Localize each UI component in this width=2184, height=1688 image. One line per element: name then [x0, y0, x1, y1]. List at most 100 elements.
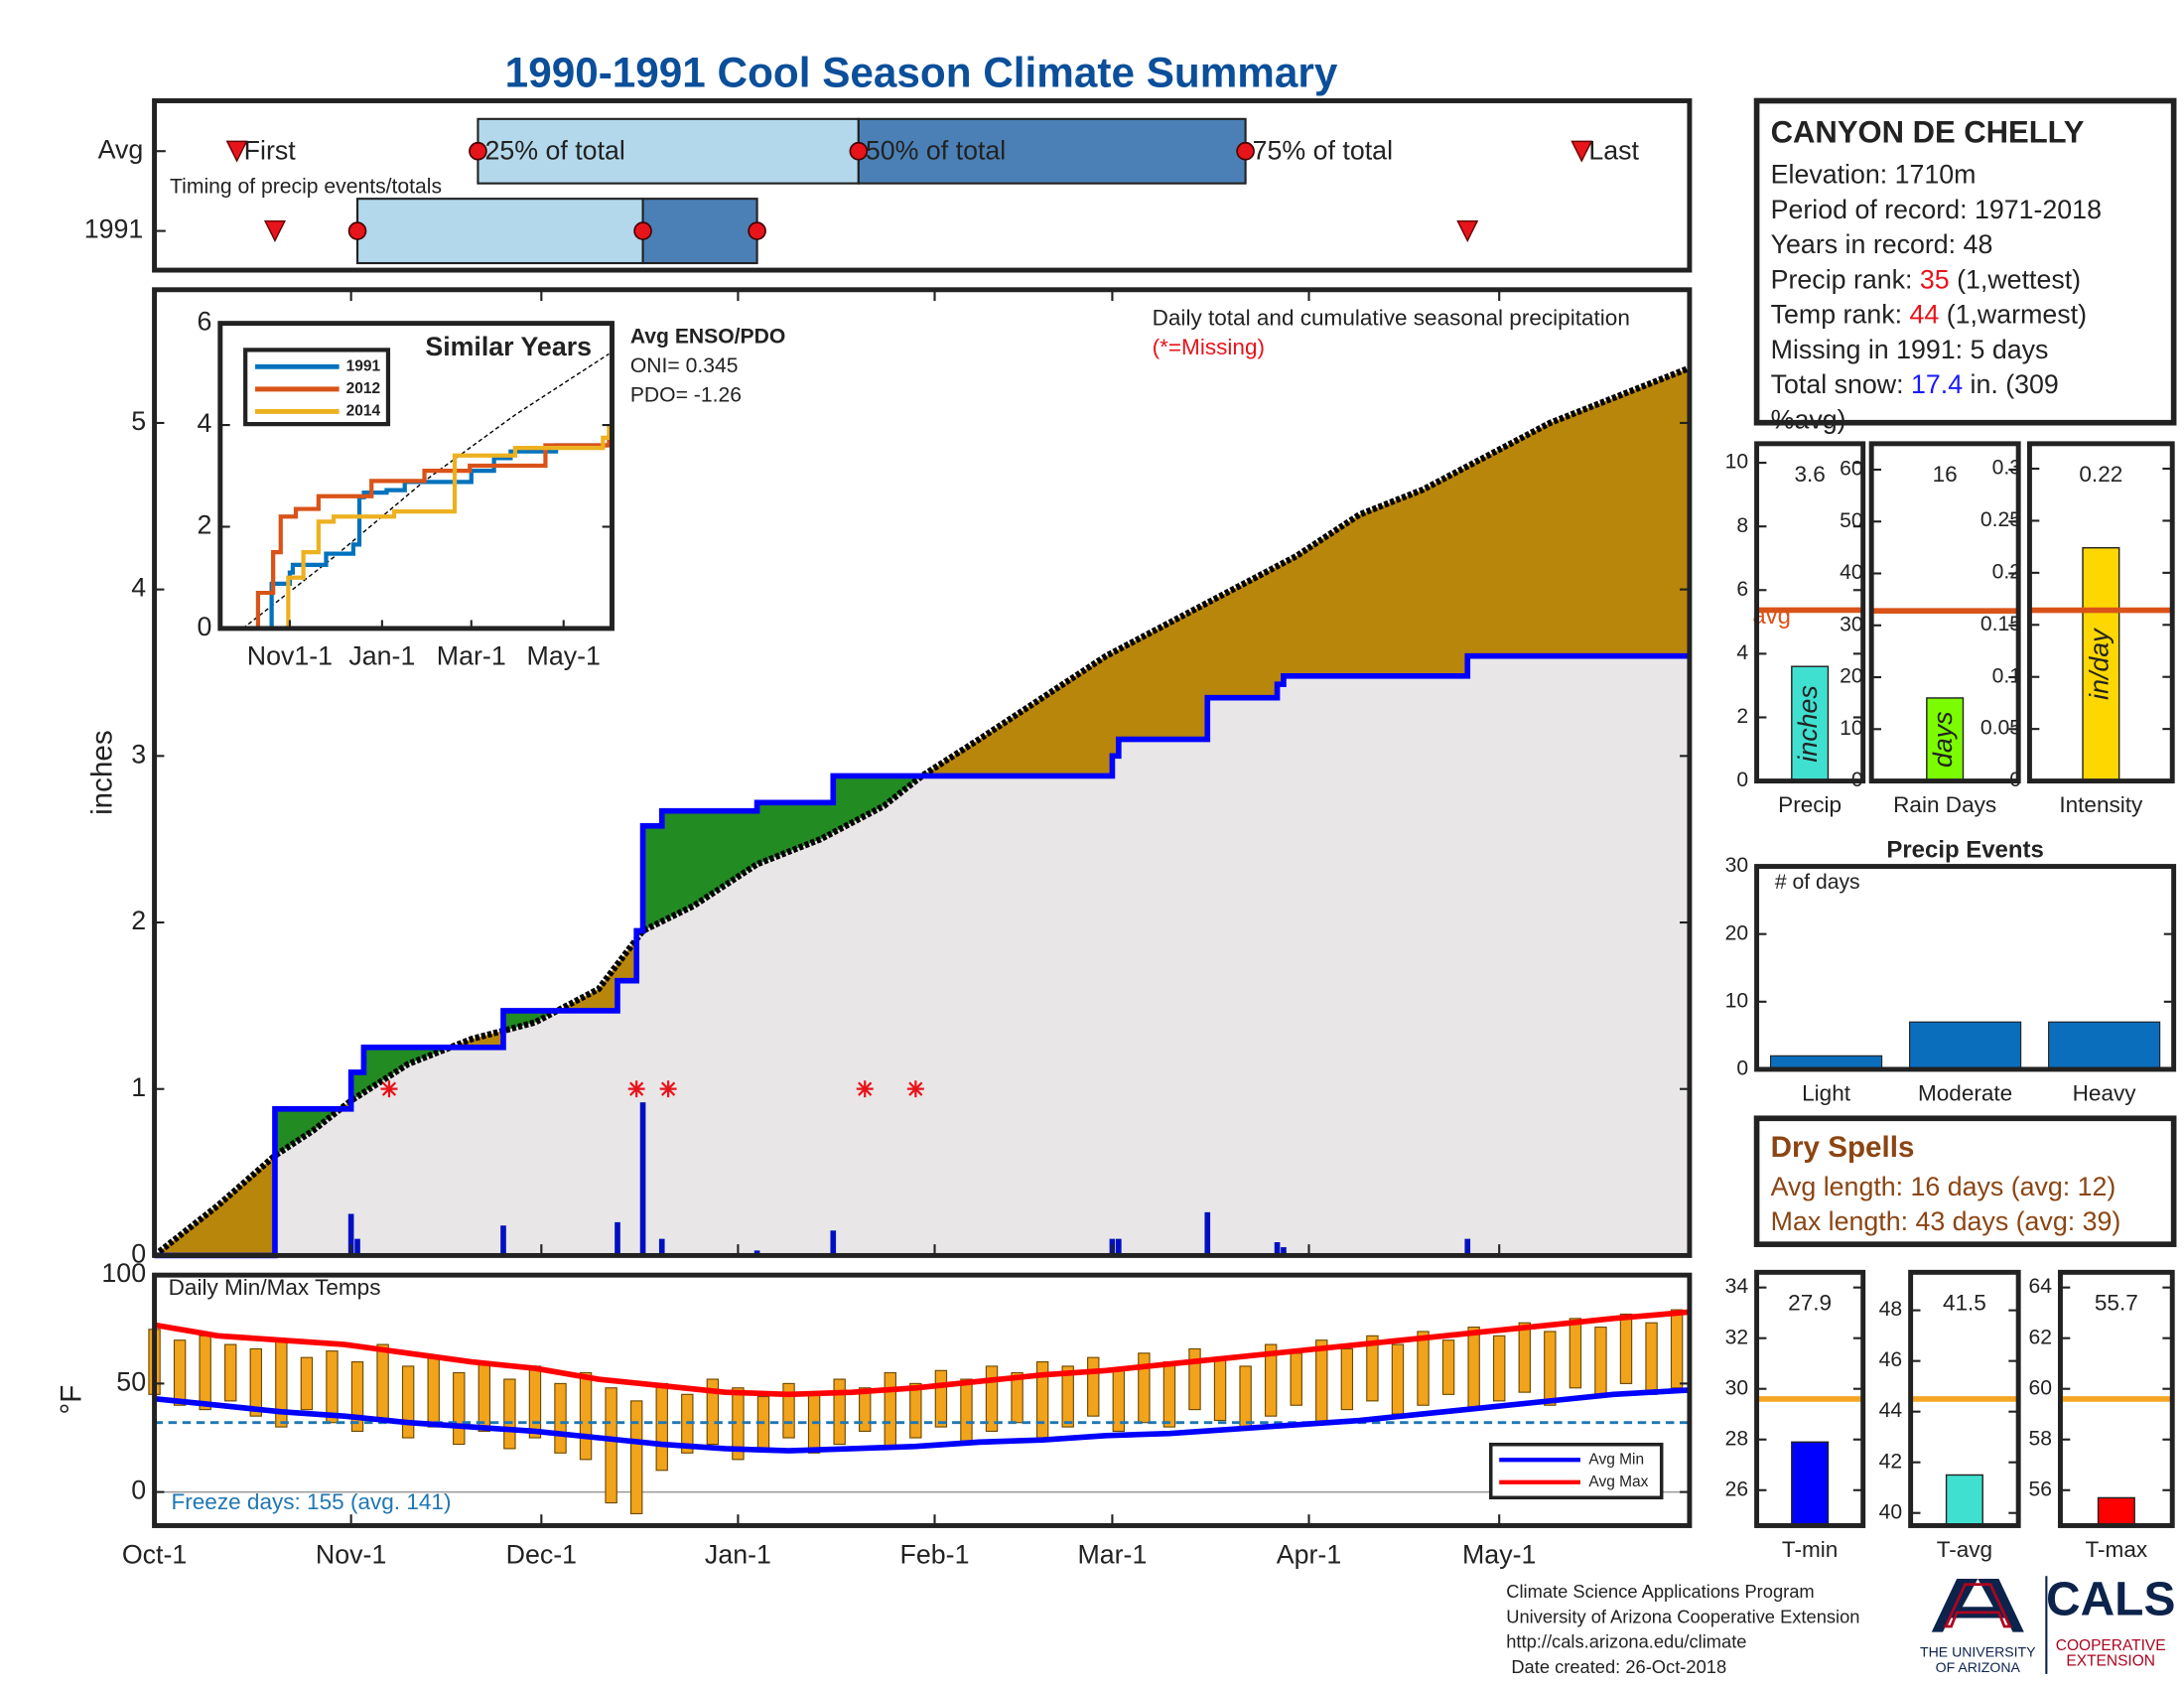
- temp-range-bar: [833, 1378, 846, 1446]
- y-tick-label: 1: [131, 1072, 146, 1102]
- y-tick-label: 6: [197, 307, 211, 337]
- temp-range-bar: [1213, 1356, 1227, 1422]
- legend-label: Avg Min: [1588, 1451, 1644, 1468]
- y-tick-label: 46: [1879, 1348, 1903, 1371]
- inset-annotation: PDO= -1.26: [630, 384, 742, 407]
- info-line: Years in record: 48: [1771, 229, 1993, 259]
- y-tick-label: 0: [1736, 1057, 1748, 1080]
- y-axis-label: °F: [56, 1385, 88, 1415]
- y-tick-label: 56: [2028, 1477, 2051, 1500]
- x-tick-label: Intensity: [2059, 792, 2143, 817]
- y-tick-label: 4: [197, 408, 211, 438]
- legend-label: 2014: [346, 403, 381, 420]
- bar: [2097, 1496, 2135, 1527]
- y-tick-label: 58: [2028, 1427, 2051, 1450]
- y-tick-label: 6: [1736, 578, 1748, 601]
- y-tick-label: 34: [1725, 1275, 1749, 1298]
- x-tick-label: Jan-1: [705, 1540, 771, 1570]
- info-text: Years in record: 48: [1771, 229, 1993, 259]
- temp-range-bar: [1340, 1347, 1354, 1411]
- x-tick-label: Heavy: [2073, 1080, 2137, 1105]
- temp-range-bar: [1670, 1309, 1684, 1389]
- y-tick-label: 30: [1725, 854, 1748, 877]
- info-line: Period of record: 1971-2018: [1771, 195, 2102, 224]
- y-tick-label: 28: [1725, 1427, 1748, 1450]
- y-tick-label: 0: [131, 1476, 146, 1505]
- y-tick-label: 0: [197, 612, 211, 641]
- info-line: Elevation: 1710m: [1771, 160, 1977, 190]
- temp-range-bar: [350, 1360, 364, 1433]
- total-marker: [1236, 141, 1255, 161]
- plot-frame: [1754, 441, 1866, 784]
- y-tick-label: 48: [1879, 1298, 1903, 1321]
- station-name: CANYON DE CHELLY: [1771, 115, 2085, 150]
- y-tick-label: 30: [1725, 1376, 1748, 1399]
- university-name: THE UNIVERSITY: [1920, 1643, 2036, 1659]
- event-marker: [1456, 220, 1479, 243]
- info-text: Missing in 1991: 5 days: [1771, 335, 2049, 364]
- cals-logo: CALS: [2046, 1574, 2175, 1626]
- university-name: OF ARIZONA: [1936, 1659, 2021, 1675]
- chart-title: Daily Min/Max Temps: [169, 1275, 381, 1300]
- daily-precip-bar: [347, 1213, 354, 1256]
- daily-precip-bar: [500, 1225, 506, 1256]
- value-label: 41.5: [1943, 1291, 1986, 1316]
- temp-range-bar: [629, 1400, 643, 1515]
- missing-marker: [380, 1080, 398, 1098]
- info-note: in. (309: [1963, 369, 2059, 399]
- info-box: [1753, 97, 2177, 426]
- total-marker: [347, 221, 367, 240]
- extension-name: COOPERATIVE: [2056, 1637, 2166, 1654]
- plot-frame: [152, 287, 1693, 1258]
- footer-line: Date created: 26-Oct-2018: [1506, 1656, 1726, 1677]
- info-value: 44: [1909, 300, 1939, 330]
- bar: [2048, 1021, 2161, 1070]
- temp-range-bar: [1188, 1347, 1201, 1411]
- info-text: %avg): [1771, 404, 1846, 434]
- temp-range-bar: [173, 1339, 187, 1406]
- temp-range-bar: [554, 1382, 567, 1454]
- dry-spells-box: [1753, 1115, 2177, 1247]
- y-tick-label: 0: [1851, 769, 1863, 791]
- plot-frame: [152, 98, 1693, 273]
- total-marker: [633, 221, 652, 240]
- info-value: 17.4: [1911, 369, 1963, 399]
- inset-annotation: Avg ENSO/PDO: [630, 325, 786, 348]
- temp-range-bar: [1061, 1365, 1074, 1428]
- temp-range-bar: [1518, 1322, 1531, 1393]
- inset-title: Similar Years: [425, 332, 592, 361]
- info-text: Elevation: 1710m: [1771, 160, 1977, 190]
- event-marker: [263, 220, 286, 243]
- temp-range-bar: [1441, 1339, 1455, 1395]
- timing-label: 50% of total: [866, 136, 1006, 166]
- y-tick-label: 40: [1879, 1500, 1903, 1523]
- temp-range-bar: [199, 1335, 211, 1411]
- row-label: Avg: [98, 134, 144, 164]
- x-tick-label: T-avg: [1937, 1537, 1992, 1562]
- temp-range-bar: [985, 1365, 999, 1433]
- temp-range-bar: [605, 1387, 617, 1504]
- y-axis-label: inches: [86, 730, 119, 815]
- temp-range-bar: [1391, 1343, 1405, 1415]
- daily-precip-bar: [658, 1238, 665, 1256]
- x-tick-label: Mar-1: [437, 641, 506, 671]
- y-tick-label: 0: [1736, 769, 1748, 791]
- daily-precip-bar: [753, 1250, 760, 1256]
- avg-temp-line: [154, 1387, 1691, 1454]
- temp-range-bar: [1544, 1331, 1557, 1406]
- temp-range-bar: [1645, 1322, 1658, 1395]
- temp-range-bar: [427, 1356, 440, 1428]
- series-line: [242, 425, 612, 632]
- plot-frame: [1754, 1269, 1866, 1528]
- bar: [1945, 1474, 1983, 1527]
- total-marker: [849, 141, 869, 161]
- x-tick-label: Rain Days: [1893, 792, 1996, 817]
- y-tick-label: 30: [1840, 613, 1863, 635]
- plot-frame: [152, 1272, 1693, 1528]
- base-area: [154, 655, 1690, 1256]
- daily-precip-bar: [614, 1221, 620, 1256]
- info-text: Temp rank:: [1771, 300, 1910, 330]
- footer-line: University of Arizona Cooperative Extens…: [1506, 1606, 1859, 1626]
- y-tick-label: 8: [1736, 514, 1748, 537]
- y-tick-label: 4: [1736, 641, 1748, 664]
